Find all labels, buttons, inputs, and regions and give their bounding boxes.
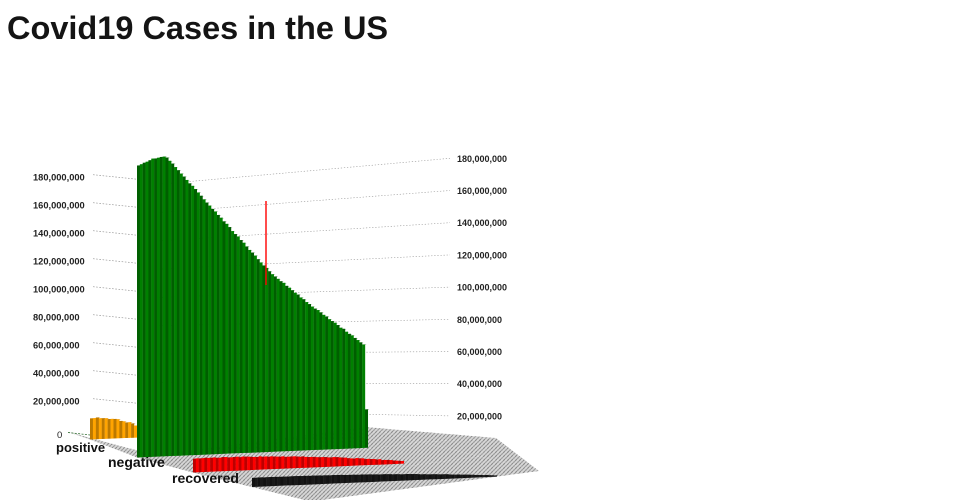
svg-text:80,000,000: 80,000,000 [33, 313, 80, 323]
svg-text:140,000,000: 140,000,000 [457, 218, 507, 228]
svg-text:140,000,000: 140,000,000 [33, 229, 85, 239]
svg-text:100,000,000: 100,000,000 [33, 285, 85, 295]
svg-text:positive: positive [56, 440, 105, 455]
svg-text:120,000,000: 120,000,000 [457, 250, 507, 260]
svg-text:100,000,000: 100,000,000 [457, 283, 507, 293]
svg-text:180,000,000: 180,000,000 [457, 154, 507, 164]
svg-text:60,000,000: 60,000,000 [457, 347, 502, 357]
svg-text:40,000,000: 40,000,000 [33, 369, 80, 379]
svg-text:60,000,000: 60,000,000 [33, 341, 80, 351]
svg-text:20,000,000: 20,000,000 [33, 397, 80, 407]
svg-text:160,000,000: 160,000,000 [457, 186, 507, 196]
svg-text:120,000,000: 120,000,000 [33, 257, 85, 267]
svg-text:40,000,000: 40,000,000 [457, 379, 502, 389]
svg-text:0: 0 [57, 430, 62, 441]
svg-text:80,000,000: 80,000,000 [457, 315, 502, 325]
svg-text:20,000,000: 20,000,000 [457, 411, 502, 421]
svg-text:160,000,000: 160,000,000 [33, 201, 85, 211]
svg-text:negative: negative [108, 454, 165, 470]
svg-text:recovered: recovered [172, 470, 239, 486]
svg-text:180,000,000: 180,000,000 [33, 173, 85, 183]
